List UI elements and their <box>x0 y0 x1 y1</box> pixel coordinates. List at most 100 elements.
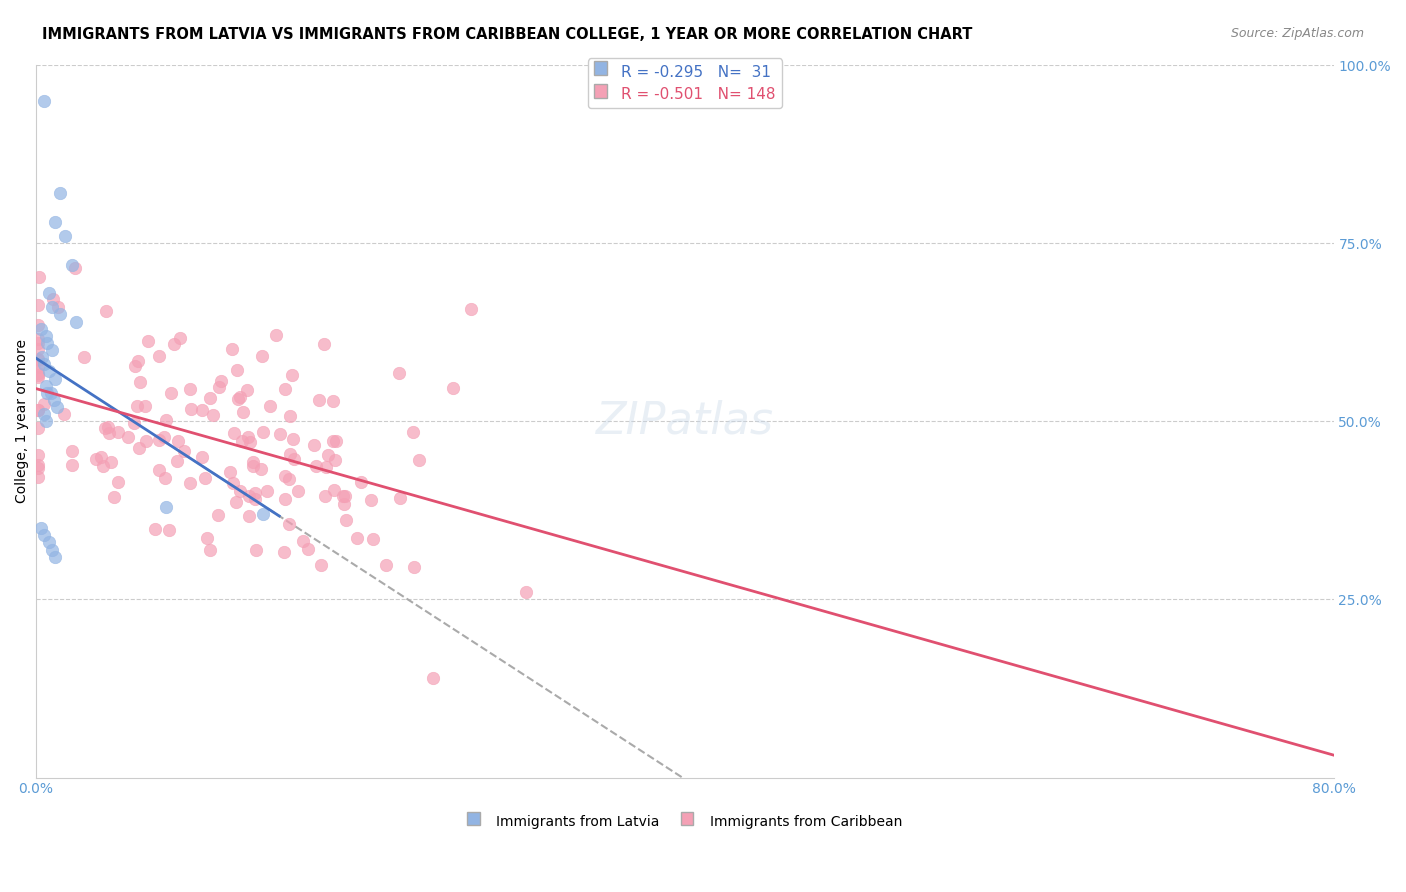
Point <box>250 462 273 476</box>
Point <box>332 489 354 503</box>
Point <box>155 500 177 514</box>
Point <box>38 286 60 301</box>
Point <box>98 425 121 440</box>
Point <box>236 430 259 444</box>
Y-axis label: College, 1 year or more: College, 1 year or more <box>15 339 30 503</box>
Point <box>27 470 49 484</box>
Point <box>134 399 156 413</box>
Point <box>314 489 336 503</box>
Point <box>277 472 299 486</box>
Point <box>127 354 149 368</box>
Text: ZIPatlas: ZIPatlas <box>596 400 773 442</box>
Point <box>252 507 274 521</box>
Point <box>169 331 191 345</box>
Point <box>194 471 217 485</box>
Point <box>34 328 56 343</box>
Point <box>222 475 245 490</box>
Point <box>190 450 212 464</box>
Point <box>27 342 49 356</box>
Point <box>53 407 76 421</box>
Point <box>153 471 176 485</box>
Point <box>44 549 66 564</box>
Point <box>219 465 242 479</box>
Point <box>30 521 52 535</box>
Point <box>281 432 304 446</box>
Legend: Immigrants from Latvia, Immigrants from Caribbean: Immigrants from Latvia, Immigrants from … <box>461 810 908 835</box>
Point <box>264 328 287 343</box>
Point <box>42 392 65 407</box>
Point <box>308 392 330 407</box>
Point <box>404 560 426 574</box>
Point <box>32 357 55 371</box>
Point <box>27 370 49 384</box>
Point <box>148 433 170 447</box>
Point <box>41 542 63 557</box>
Point <box>198 391 221 405</box>
Point <box>93 421 115 435</box>
Point <box>32 397 55 411</box>
Point <box>127 399 149 413</box>
Point <box>374 558 396 572</box>
Point <box>27 332 49 346</box>
Point <box>231 434 253 449</box>
Point <box>226 392 249 407</box>
Point <box>41 343 63 357</box>
Point <box>49 308 72 322</box>
Point <box>252 425 274 439</box>
Point <box>323 452 346 467</box>
Point <box>32 407 55 421</box>
Point <box>90 450 112 464</box>
Point <box>27 298 49 312</box>
Point <box>179 382 201 396</box>
Point <box>60 444 83 458</box>
Point <box>128 441 150 455</box>
Point <box>304 438 326 452</box>
Point <box>100 455 122 469</box>
Point <box>27 335 49 350</box>
Point <box>305 459 328 474</box>
Point <box>122 416 145 430</box>
Point <box>207 508 229 522</box>
Point <box>166 454 188 468</box>
Point <box>32 528 55 542</box>
Point <box>38 535 60 549</box>
Point <box>209 374 232 388</box>
Point <box>259 399 281 413</box>
Point <box>27 461 49 475</box>
Point <box>232 405 254 419</box>
Point <box>242 455 264 469</box>
Point <box>157 523 180 537</box>
Point <box>27 403 49 417</box>
Point <box>408 453 430 467</box>
Point <box>128 375 150 389</box>
Text: IMMIGRANTS FROM LATVIA VS IMMIGRANTS FROM CARIBBEAN COLLEGE, 1 YEAR OR MORE CORR: IMMIGRANTS FROM LATVIA VS IMMIGRANTS FRO… <box>42 27 973 42</box>
Point <box>60 458 83 472</box>
Point <box>153 430 176 444</box>
Point <box>250 349 273 363</box>
Point <box>316 448 339 462</box>
Point <box>49 186 72 201</box>
Point <box>28 269 51 284</box>
Point <box>460 301 482 316</box>
Point <box>53 229 76 244</box>
Point <box>148 463 170 477</box>
Point <box>97 419 120 434</box>
Point <box>46 301 69 315</box>
Point <box>107 425 129 439</box>
Point <box>238 489 260 503</box>
Point <box>46 400 69 414</box>
Point <box>388 366 411 380</box>
Point <box>163 337 186 351</box>
Point <box>107 475 129 490</box>
Point <box>34 414 56 428</box>
Point <box>314 336 336 351</box>
Point <box>27 366 49 380</box>
Point <box>136 334 159 348</box>
Point <box>229 390 252 404</box>
Point <box>280 368 302 382</box>
Point <box>167 434 190 448</box>
Point <box>332 497 354 511</box>
Point <box>73 350 96 364</box>
Point <box>238 508 260 523</box>
Point <box>226 363 249 377</box>
